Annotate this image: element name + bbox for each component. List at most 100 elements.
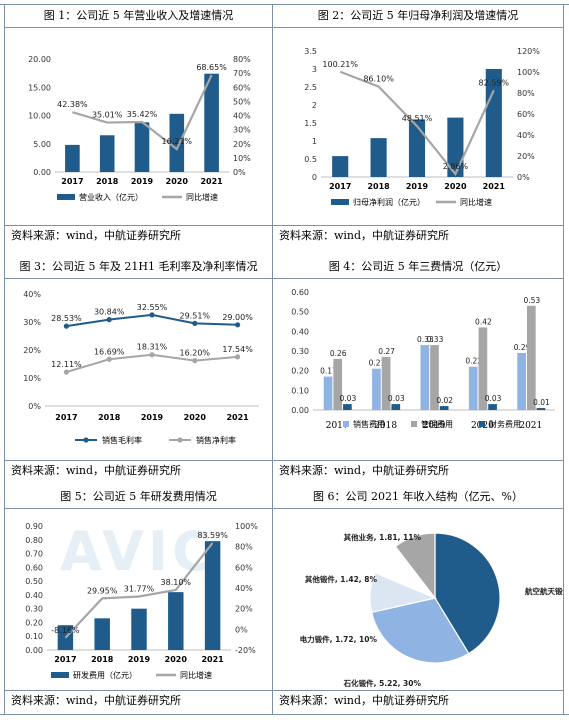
bar xyxy=(333,358,343,410)
growth-data-label: 35.42% xyxy=(127,110,158,119)
x-tick-label: 2021 xyxy=(226,413,249,422)
growth-data-label: 29.95% xyxy=(87,586,118,595)
y-left-tick-label: 1.5 xyxy=(304,119,317,128)
panel-title: 图 1：公司近 5 年营业收入及增速情况 xyxy=(5,5,272,28)
pie-slice-label: 石化锻件, 5.22, 30% xyxy=(343,678,422,688)
x-tick-label: 2021 xyxy=(201,655,224,664)
bar-data-label: 0.01 xyxy=(533,398,550,407)
y-left-tick-label: 0.60 xyxy=(25,563,43,572)
bar-data-label: 0.21 xyxy=(369,359,386,368)
bar-data-label: 0.02 xyxy=(436,396,453,405)
series-point xyxy=(235,322,241,328)
legend-line-label: 同比增速 xyxy=(180,670,212,680)
x-tick-label: 2018 xyxy=(98,413,121,422)
y-tick-label: 0% xyxy=(28,402,41,411)
series-data-label: 29.00% xyxy=(222,313,253,322)
source-note: 资料来源：wind，中航证券研究所 xyxy=(5,690,272,711)
bar xyxy=(430,345,439,410)
revenue-structure-pie: 航空航天锻件, 7.16, 41% 石化锻件, 5.22, 30% 电力锻件, 1.… xyxy=(300,532,563,688)
panel-title: 图 6：公司 2021 年收入结构（亿元、%） xyxy=(273,486,563,509)
bar-data-label: 0.03 xyxy=(388,394,405,403)
y-left-tick-label: 0.70 xyxy=(25,550,43,559)
x-tick-label: 2017 xyxy=(54,655,76,664)
x-tick-label: 2018 xyxy=(367,182,390,191)
bar xyxy=(536,408,546,410)
y-left-tick-label: 20.00 xyxy=(28,55,51,64)
legend-label: 财务费用 xyxy=(489,419,521,429)
watermark: AVIC xyxy=(60,520,216,583)
rnd-chart: 0.00 0.10 0.20 0.30 0.40 0.50 0.60 0.70 0.80 0.90… xyxy=(25,522,258,680)
series-point xyxy=(192,320,198,326)
y-tick-label: 30% xyxy=(23,318,41,327)
bar xyxy=(372,368,381,410)
legend-label: 销售毛利率 xyxy=(102,435,142,445)
bar xyxy=(343,404,352,410)
y-left-tick-label: 0.5 xyxy=(304,155,317,164)
bar xyxy=(391,404,401,410)
growth-data-label: 82.59% xyxy=(479,78,510,87)
x-tick-label: 2019 xyxy=(141,413,164,422)
pie-slice-label: 电力锻件, 1.72, 10% xyxy=(300,634,378,644)
bar xyxy=(420,345,430,410)
y-right-tick-label: 100% xyxy=(517,68,540,77)
x-tick-label: 2020 xyxy=(165,655,188,664)
x-tick-label: 2020 xyxy=(444,182,467,191)
x-tick-label: 2018 xyxy=(96,177,119,186)
source-note: 资料来源：wind，中航证券研究所 xyxy=(5,460,272,481)
panel-title: 图 2：公司近 5 年归母净利润及增速情况 xyxy=(273,5,563,28)
legend-bar-label: 研发费用（亿元） xyxy=(73,670,137,680)
y-left-tick-label: 0.00 xyxy=(33,168,51,177)
pie-slice xyxy=(434,532,501,655)
panel-net-profit: 图 2：公司近 5 年归母净利润及增速情况 0 0.5 1 1.5 2 2.5 3 3.5 0%… xyxy=(273,5,563,245)
panel-rnd: 图 5：公司近 5 年研发费用情况 0.00 0.10 0.20 0.30 0.40 0.… xyxy=(5,486,272,714)
bar-data-label: 0.22 xyxy=(465,357,482,366)
bar xyxy=(488,404,497,410)
x-tick-label: 2019 xyxy=(128,655,151,664)
bar-data-label: 0.33 xyxy=(427,335,444,344)
bar-data-label: 0.53 xyxy=(523,296,540,305)
series-data-label: 30.84% xyxy=(94,308,125,317)
x-tick-label: 2020 xyxy=(184,413,207,422)
growth-data-label: 2.86% xyxy=(443,162,469,171)
y-left-tick-label: 0 xyxy=(312,173,317,182)
growth-line xyxy=(72,74,213,151)
source-note: 资料来源：wind，中航证券研究所 xyxy=(273,460,563,481)
bar-data-label: 0.29 xyxy=(514,343,531,352)
x-tick-label: 2021 xyxy=(519,421,542,431)
bar xyxy=(169,113,185,172)
series-data-label: 16.20% xyxy=(180,349,211,358)
bar xyxy=(526,305,536,410)
y-tick-label: 0.40 xyxy=(291,327,309,336)
bar xyxy=(99,135,115,172)
bar xyxy=(485,69,502,177)
source-note: 资料来源：wind，中航证券研究所 xyxy=(273,225,563,246)
y-left-tick-label: 2.5 xyxy=(304,83,317,92)
x-tick-label: 2017 xyxy=(55,413,77,422)
pie-slice xyxy=(394,532,436,600)
bar xyxy=(204,73,219,172)
y-right-tick-label: 0% xyxy=(235,625,248,634)
bar xyxy=(134,122,150,172)
growth-data-label: 31.77% xyxy=(124,585,155,594)
bar xyxy=(381,356,391,410)
pie-slice-label: 航空航天锻件, 7.16, 41% xyxy=(525,586,563,596)
margins-chart: 0% 10% 20% 30% 40% 2017 2018 2019 2020 2021 28.53%… xyxy=(23,290,259,445)
bar-data-label: 0.33 xyxy=(417,335,434,344)
y-right-tick-label: -20% xyxy=(235,646,256,655)
y-left-tick-label: 15.00 xyxy=(28,83,51,92)
panel-title: 图 3：公司近 5 年及 21H1 毛利率及净利率情况 xyxy=(5,256,272,279)
y-left-tick-label: 1 xyxy=(312,137,317,146)
legend-marker xyxy=(83,437,89,443)
series-data-label: 28.53% xyxy=(51,314,82,323)
legend-marker xyxy=(177,437,183,443)
y-right-tick-label: 80% xyxy=(235,543,253,552)
y-tick-label: 0.50 xyxy=(291,308,309,317)
bar-data-label: 0.27 xyxy=(378,347,395,356)
legend-swatch xyxy=(479,421,485,427)
panel-title: 图 4：公司近 5 年三费情况（亿元） xyxy=(273,256,563,279)
y-tick-label: 0.30 xyxy=(291,347,309,356)
series-data-label: 18.31% xyxy=(137,343,168,352)
x-tick-label: 2020 xyxy=(166,177,189,186)
growth-data-label: 48.51% xyxy=(402,114,433,123)
bar xyxy=(408,119,426,177)
